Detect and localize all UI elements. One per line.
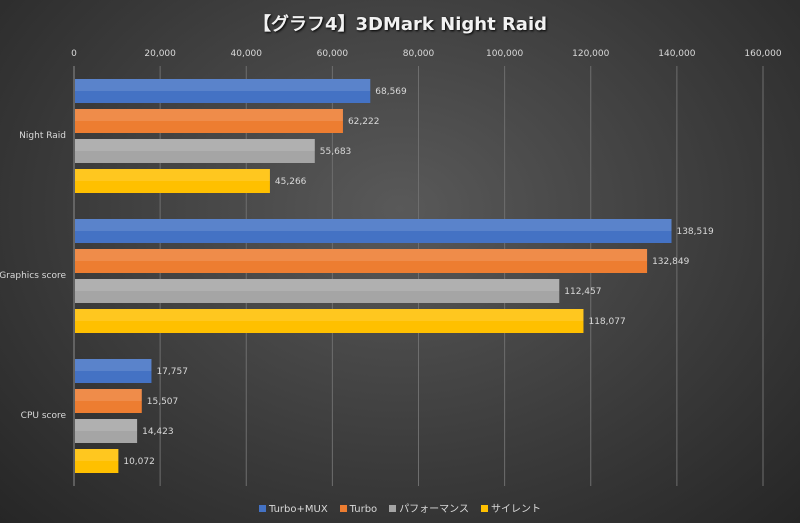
x-tick-label: 100,000 — [486, 49, 523, 59]
bar — [75, 139, 315, 163]
legend-swatch — [339, 505, 347, 512]
data-label: 55,683 — [320, 147, 352, 157]
bar — [75, 419, 138, 443]
bar — [75, 219, 672, 243]
legend-item: Turbo+MUX — [258, 504, 328, 515]
x-tick-label: 120,000 — [572, 49, 609, 59]
category-label: Night Raid — [19, 131, 66, 141]
legend-label: Turbo — [349, 504, 378, 515]
legend-label: Turbo+MUX — [268, 504, 328, 515]
bar-highlight — [75, 219, 672, 231]
bar-highlight — [75, 249, 648, 261]
legend-swatch — [258, 505, 266, 512]
category-label: Graphics score — [0, 271, 66, 281]
legend-item: パフォーマンス — [389, 500, 469, 515]
data-label: 62,222 — [348, 117, 380, 127]
bar — [75, 449, 119, 473]
bar — [75, 309, 584, 333]
legend-item: Turbo — [339, 504, 378, 515]
legend-swatch — [389, 505, 397, 512]
bar-highlight — [75, 359, 152, 371]
bar-highlight — [75, 109, 343, 121]
category-label: CPU score — [21, 411, 67, 421]
x-tick-label: 160,000 — [744, 49, 781, 59]
legend-item: サイレント — [481, 500, 541, 515]
data-label: 132,849 — [652, 257, 689, 267]
x-tick-label: 0 — [71, 49, 77, 59]
legend-swatch — [481, 505, 488, 512]
data-label: 45,266 — [275, 177, 307, 187]
data-label: 17,757 — [156, 367, 188, 377]
bar — [75, 279, 560, 303]
bar — [75, 359, 152, 383]
data-label: 14,423 — [142, 427, 174, 437]
bar-highlight — [75, 169, 270, 181]
x-tick-label: 20,000 — [144, 49, 176, 59]
bar-highlight — [75, 389, 142, 401]
data-label: 138,519 — [676, 227, 713, 237]
legend: Turbo+MUX Turbo パフォーマンス サイレント — [0, 500, 800, 515]
legend-label: パフォーマンス — [399, 504, 469, 515]
bar-highlight — [75, 309, 584, 321]
bar — [75, 169, 270, 193]
bar-highlight — [75, 419, 138, 431]
data-label: 15,507 — [147, 397, 179, 407]
data-label: 112,457 — [564, 287, 601, 297]
bar — [75, 109, 343, 133]
legend-label: サイレント — [491, 504, 541, 515]
chart-title: 【グラフ4】3DMark Night Raid — [252, 14, 548, 35]
x-tick-label: 40,000 — [231, 49, 263, 59]
x-tick-label: 140,000 — [658, 49, 695, 59]
bar-highlight — [75, 279, 560, 291]
bar-highlight — [75, 449, 119, 461]
bar — [75, 389, 142, 413]
data-label: 118,077 — [588, 317, 625, 327]
bar — [75, 249, 648, 273]
data-label: 10,072 — [123, 457, 155, 467]
bar-highlight — [75, 139, 315, 151]
x-tick-label: 60,000 — [317, 49, 349, 59]
bar-highlight — [75, 79, 371, 91]
data-label: 68,569 — [375, 87, 407, 97]
x-tick-label: 80,000 — [403, 49, 435, 59]
bar — [75, 79, 371, 103]
